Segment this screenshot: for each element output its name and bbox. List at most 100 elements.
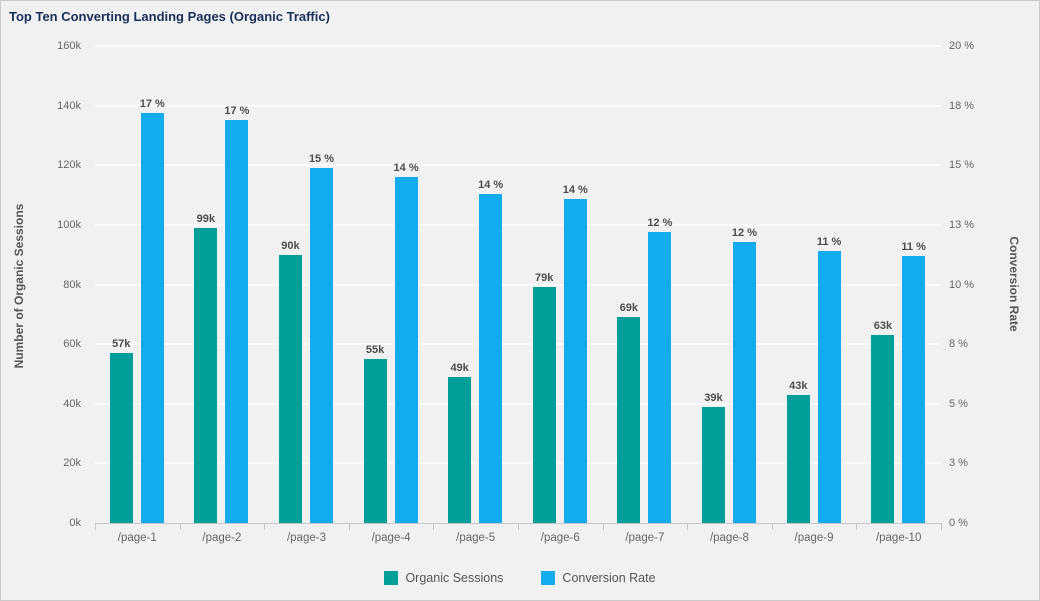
bar-column: 11 % <box>901 46 926 523</box>
bar-organic-sessions[interactable] <box>871 335 895 523</box>
chart-title: Top Ten Converting Landing Pages (Organi… <box>9 9 330 24</box>
bar-value-label: 55k <box>365 344 385 357</box>
bar-column: 49k <box>448 46 472 523</box>
bar-conversion-rate[interactable] <box>394 177 418 523</box>
bar-column: 14 % <box>563 46 588 523</box>
bar-organic-sessions[interactable] <box>278 254 302 523</box>
bar-value-label: 14 % <box>562 183 588 196</box>
bar-conversion-rate[interactable] <box>563 198 587 523</box>
axis-tick-label: 10 % <box>949 278 975 291</box>
x-tickmark <box>264 523 266 530</box>
right-axis-ticks: 20 % 18 % 15 % 13 % 10 % 8 % 5 % 3 % 0 % <box>949 40 1029 529</box>
bar-value-label: 17 % <box>139 97 165 110</box>
bar-organic-sessions[interactable] <box>109 353 133 523</box>
bar-column: 17 % <box>224 46 249 523</box>
bar-group-page-1: 57k 17 % <box>95 46 180 523</box>
bar-column: 15 % <box>309 46 334 523</box>
x-tickmark <box>602 523 604 530</box>
bar-value-label: 14 % <box>478 178 504 191</box>
legend-label: Conversion Rate <box>562 571 656 585</box>
bar-column: 99k <box>194 46 218 523</box>
x-category-label: /page-4 <box>371 532 411 544</box>
bar-organic-sessions[interactable] <box>786 394 810 523</box>
bar-column: 69k <box>617 46 641 523</box>
bar-group-page-3: 90k 15 % <box>264 46 349 523</box>
bar-conversion-rate[interactable] <box>225 119 249 523</box>
x-tickmark <box>95 523 96 530</box>
x-tickmark <box>941 523 942 530</box>
plot-area: 57k 17 % 99k 17 % 90k 15 % 55k 14 % 49k 14 % 79k 14… <box>95 45 941 524</box>
legend-swatch-icon <box>384 571 399 585</box>
left-axis-ticks: 160k 140k 120k 100k 80k 60k 40k 20k 0k <box>1 40 81 529</box>
x-tickmark <box>433 523 435 530</box>
x-category-label: /page-2 <box>202 532 242 544</box>
axis-tick-label: 0k <box>69 517 81 529</box>
legend-item-organic-sessions[interactable]: Organic Sessions <box>384 571 503 585</box>
bar-organic-sessions[interactable] <box>363 359 387 523</box>
bar-group-page-5: 49k 14 % <box>433 46 518 523</box>
bar-column: 11 % <box>817 46 841 523</box>
gridline <box>95 402 941 405</box>
axis-tick-label: 40k <box>63 397 81 410</box>
bar-value-label: 57k <box>112 338 131 351</box>
gridline <box>95 343 941 346</box>
bar-value-label: 49k <box>450 361 469 374</box>
x-tickmark <box>771 523 773 530</box>
bar-organic-sessions[interactable] <box>532 287 556 523</box>
axis-tick-label: 3 % <box>949 457 968 470</box>
bar-group-page-6: 79k 14 % <box>518 46 603 523</box>
axis-tick-label: 5 % <box>949 397 968 410</box>
bar-conversion-rate[interactable] <box>732 241 756 523</box>
axis-tick-label: 140k <box>57 99 81 112</box>
axis-tick-label: 8 % <box>949 338 968 351</box>
axis-tick-label: 20k <box>63 457 81 470</box>
axis-tick-label: 13 % <box>949 218 975 231</box>
legend-swatch-icon <box>541 571 556 585</box>
bar-column: 63k <box>871 46 895 523</box>
x-axis-tickmarks <box>95 523 942 530</box>
bar-column: 14 % <box>478 46 503 523</box>
bar-group-page-9: 43k 11 % <box>772 46 857 523</box>
bar-group-page-4: 55k 14 % <box>349 46 434 523</box>
bar-value-label: 11 % <box>816 236 842 249</box>
bar-value-label: 79k <box>535 272 554 285</box>
bar-conversion-rate[interactable] <box>817 251 841 523</box>
bar-group-page-7: 69k 12 % <box>603 46 688 523</box>
bar-column: 12 % <box>732 46 757 523</box>
x-category-label: /page-9 <box>794 532 834 544</box>
bar-group-page-2: 99k 17 % <box>180 46 265 523</box>
bar-organic-sessions[interactable] <box>448 376 472 523</box>
bar-group-page-10: 63k 11 % <box>856 46 941 523</box>
gridline <box>95 45 941 47</box>
axis-tick-label: 15 % <box>949 159 975 172</box>
bar-conversion-rate[interactable] <box>648 232 672 523</box>
x-category-label: /page-7 <box>625 532 665 544</box>
bar-value-label: 99k <box>196 212 216 225</box>
bar-value-label: 69k <box>619 302 638 315</box>
bar-value-label: 14 % <box>393 162 419 175</box>
bar-column: 12 % <box>647 46 672 523</box>
x-tickmark <box>687 523 689 530</box>
x-category-label: /page-3 <box>286 532 326 544</box>
x-category-label: /page-8 <box>709 532 749 544</box>
gridline <box>95 104 941 107</box>
axis-tick-label: 100k <box>57 218 81 231</box>
bar-organic-sessions[interactable] <box>194 227 218 523</box>
bar-value-label: 90k <box>281 239 300 252</box>
bar-organic-sessions[interactable] <box>701 406 725 523</box>
bar-conversion-rate[interactable] <box>140 112 164 523</box>
legend-item-conversion-rate[interactable]: Conversion Rate <box>541 571 656 585</box>
bar-organic-sessions[interactable] <box>617 317 641 523</box>
bar-conversion-rate[interactable] <box>902 255 926 523</box>
x-category-label: /page-6 <box>540 532 580 544</box>
axis-tick-label: 80k <box>63 278 81 291</box>
axis-tick-label: 120k <box>57 159 81 172</box>
bar-conversion-rate[interactable] <box>309 167 333 523</box>
bar-column: 43k <box>786 46 810 523</box>
bar-column: 90k <box>278 46 302 523</box>
bar-value-label: 11 % <box>901 240 926 253</box>
bar-column: 39k <box>701 46 725 523</box>
bar-conversion-rate[interactable] <box>479 193 503 523</box>
bar-column: 57k <box>109 46 133 523</box>
